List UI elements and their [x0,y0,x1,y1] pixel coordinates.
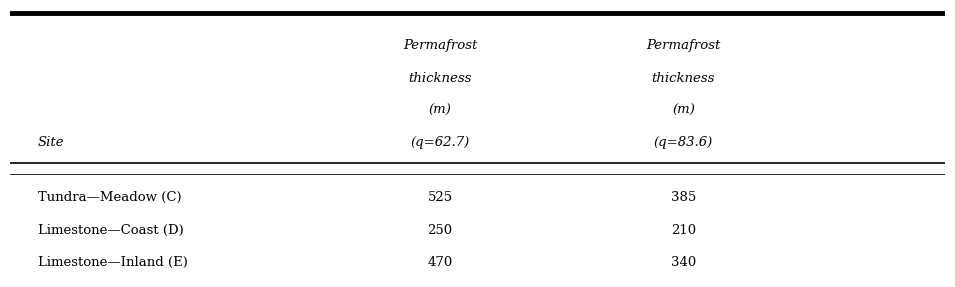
Text: Limestone—Coast (D): Limestone—Coast (D) [37,224,183,237]
Text: (q=83.6): (q=83.6) [654,137,713,150]
Text: 385: 385 [670,191,696,204]
Text: thickness: thickness [409,72,472,85]
Text: Permafrost: Permafrost [647,39,721,53]
Text: 470: 470 [428,256,453,269]
Text: Permafrost: Permafrost [403,39,478,53]
Text: 210: 210 [670,224,696,237]
Text: (m): (m) [672,104,695,117]
Text: (m): (m) [429,104,452,117]
Text: Site: Site [37,137,64,150]
Text: thickness: thickness [651,72,715,85]
Text: Tundra—Meadow (C): Tundra—Meadow (C) [37,191,181,204]
Text: 340: 340 [670,256,696,269]
Text: (q=62.7): (q=62.7) [411,137,470,150]
Text: Limestone—Inland (E): Limestone—Inland (E) [37,256,187,269]
Text: 525: 525 [428,191,453,204]
Text: 250: 250 [428,224,453,237]
